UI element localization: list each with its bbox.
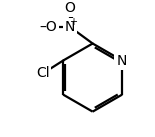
Text: –O: –O	[39, 20, 57, 34]
Text: O: O	[64, 1, 75, 15]
Text: Cl: Cl	[36, 66, 50, 80]
Text: N: N	[117, 54, 127, 68]
Text: +: +	[69, 17, 78, 27]
Text: N: N	[65, 20, 75, 34]
